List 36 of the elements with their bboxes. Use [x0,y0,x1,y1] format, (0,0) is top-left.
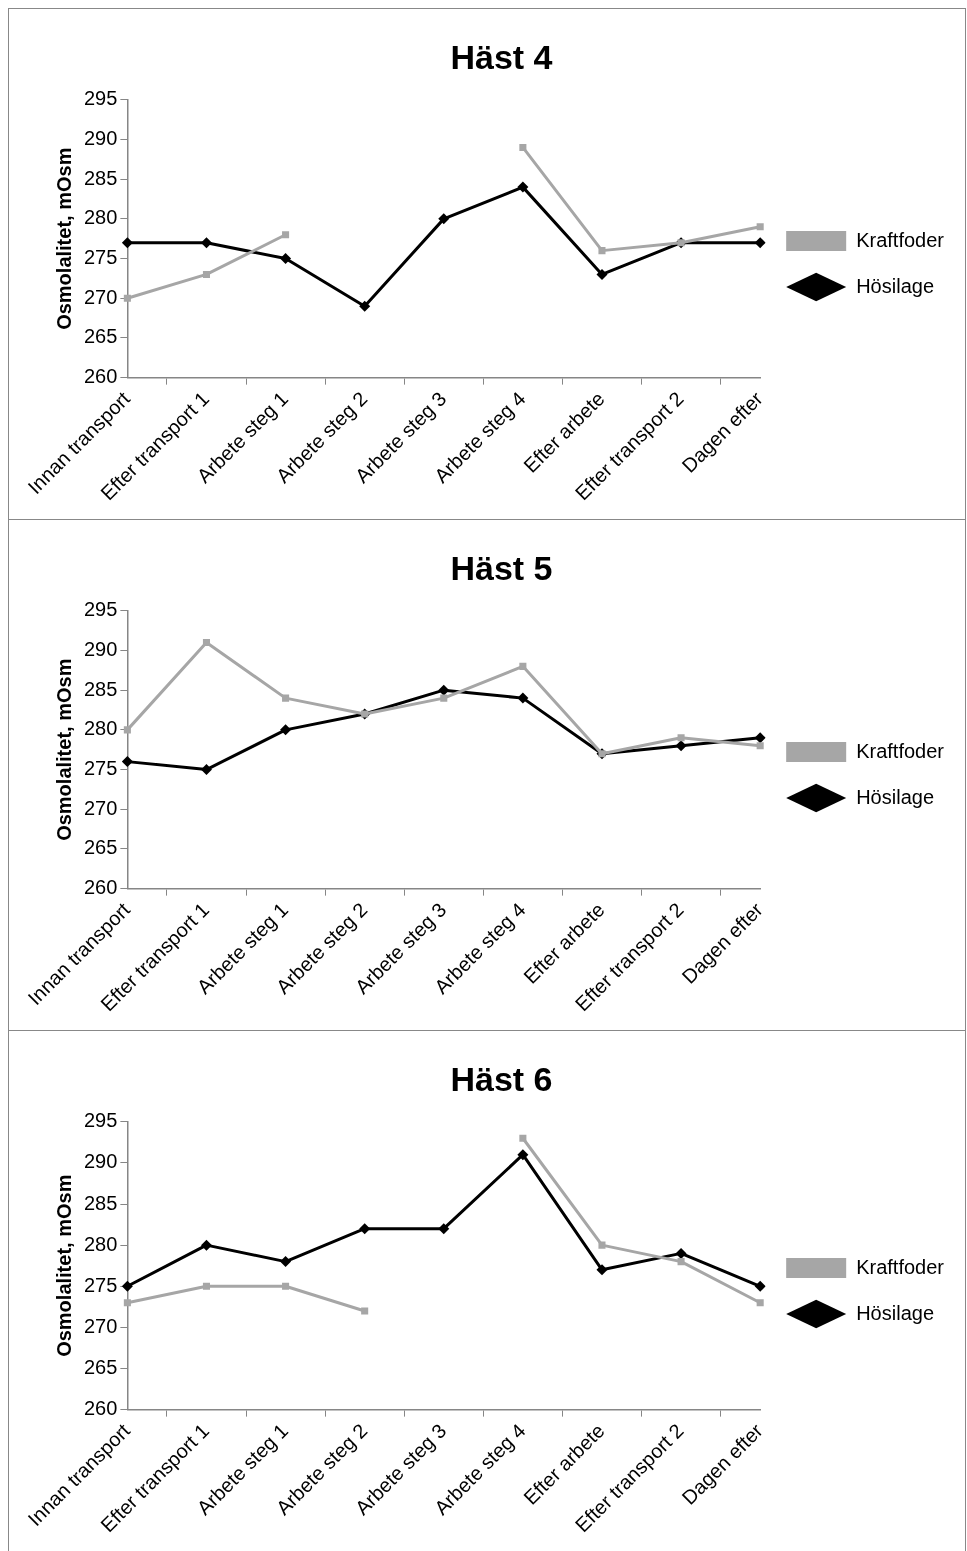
chart-title: Häst 6 [450,1059,553,1098]
legend-label: Hösilage [856,1301,935,1324]
y-tick-label: 280 [83,717,118,740]
legend-label: Kraftfoder [856,1255,945,1278]
y-tick-label: 295 [83,1109,118,1132]
y-tick-label: 270 [83,285,118,308]
y-tick-label: 260 [83,876,118,899]
legend-label: Hösilage [856,274,935,297]
y-tick-label: 290 [83,1150,118,1173]
y-axis-title: Osmolalitet, mOsm [52,1174,75,1357]
y-tick-label: 280 [83,1232,118,1255]
y-tick-label: 270 [83,1314,118,1337]
y-tick-label: 290 [83,638,118,661]
legend-label: Hösilage [856,785,935,808]
y-tick-label: 265 [83,325,118,348]
y-tick-label: 295 [83,598,118,621]
y-tick-label: 275 [83,1273,118,1296]
y-tick-label: 280 [83,206,118,229]
y-tick-label: 270 [83,796,118,819]
y-tick-label: 285 [83,166,118,189]
y-tick-label: 265 [83,836,118,859]
y-tick-label: 260 [83,365,118,388]
legend-label: Kraftfoder [856,739,945,762]
chart-title: Häst 5 [450,548,553,587]
y-tick-label: 285 [83,677,118,700]
y-axis-title: Osmolalitet, mOsm [52,658,75,841]
y-tick-label: 275 [83,246,118,269]
legend-label: Kraftfoder [856,228,945,251]
y-tick-label: 260 [83,1397,118,1420]
y-tick-label: 295 [83,87,118,110]
y-tick-label: 275 [83,757,118,780]
y-tick-label: 290 [83,127,118,150]
y-axis-title: Osmolalitet, mOsm [52,147,75,330]
y-tick-label: 265 [83,1356,118,1379]
chart-title: Häst 4 [450,37,553,76]
y-tick-label: 285 [83,1191,118,1214]
